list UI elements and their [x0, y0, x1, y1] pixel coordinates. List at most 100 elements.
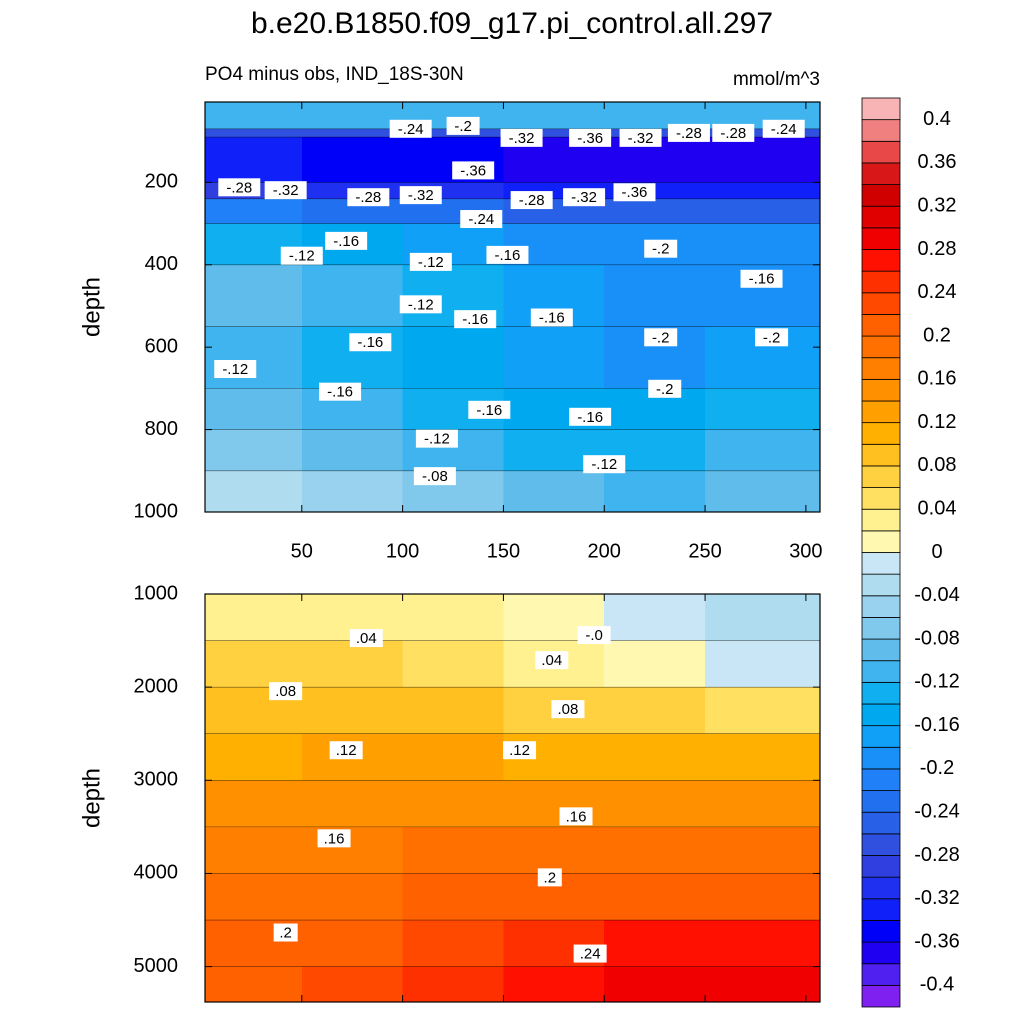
- contour-cell: [205, 137, 303, 183]
- contour-label: -.16: [357, 334, 383, 351]
- contour-cell: [705, 733, 821, 781]
- contour-cell: [705, 826, 821, 874]
- contour-label-box: [264, 181, 307, 200]
- contour-cell: [402, 594, 504, 642]
- contour-label: -.36: [460, 162, 486, 179]
- colorbar-label: -0.04: [914, 584, 960, 606]
- colorbar-box: [861, 660, 901, 683]
- contour-cell: [705, 182, 821, 200]
- contour-cell: [402, 326, 504, 389]
- contour-cell: [301, 128, 404, 138]
- x-tick-label: 150: [487, 540, 520, 562]
- contour-cell: [205, 873, 303, 921]
- contour-label: .16: [566, 808, 587, 825]
- contour-cell: [301, 264, 404, 328]
- contour-label-box: [218, 178, 261, 197]
- colorbar-label: -0.12: [914, 671, 960, 693]
- contour-label: -.12: [418, 254, 444, 271]
- colorbar-box: [861, 314, 901, 337]
- colorbar-box: [861, 811, 901, 835]
- contour-label: -.28: [720, 125, 746, 142]
- contour-cell: [604, 640, 706, 688]
- contour-label: .24: [580, 946, 601, 963]
- colorbar-box: [861, 876, 901, 900]
- colorbar-box: [861, 443, 901, 467]
- colorbar-box: [861, 638, 901, 662]
- contour-cell: [705, 429, 821, 472]
- contour-label-box: [280, 246, 323, 265]
- contour-cell: [402, 780, 504, 828]
- contour-label-box: [569, 407, 612, 426]
- contour-cell: [205, 102, 303, 130]
- colorbar-box: [861, 681, 901, 705]
- colorbar-box: [861, 487, 901, 510]
- plot-frame: [204, 101, 821, 513]
- contour-label-box: [349, 333, 392, 352]
- contour-cell: [402, 873, 504, 921]
- colorbar-box: [861, 249, 901, 272]
- contour-cell: [205, 733, 303, 781]
- colorbar-box: [861, 97, 901, 121]
- contour-label: -.12: [289, 248, 315, 265]
- contour-cell: [205, 264, 303, 328]
- contour-label: -.24: [771, 121, 797, 138]
- contour-cell: [402, 640, 504, 688]
- contour-cell: [604, 966, 706, 1003]
- x-tick-label: 100: [386, 540, 419, 562]
- contour-cell: [604, 920, 706, 968]
- contour-label-box: [569, 128, 612, 147]
- contour-cell: [503, 826, 605, 874]
- contour-label: -.16: [749, 271, 775, 288]
- contour-label: .04: [356, 630, 377, 647]
- colorbar-label: -0.2: [920, 757, 954, 779]
- colorbar-box: [861, 422, 901, 445]
- contour-cell: [503, 470, 605, 513]
- colorbar-label: -0.24: [914, 800, 960, 822]
- colorbar-box: [861, 378, 901, 402]
- contour-label-box: [399, 295, 442, 314]
- contour-cell: [705, 594, 821, 642]
- contour-label-box: [644, 328, 678, 347]
- colorbar-box: [861, 790, 901, 813]
- colorbar-label: 0.28: [918, 238, 957, 260]
- contour-label-box: [399, 186, 442, 205]
- contour-label-box: [269, 682, 303, 701]
- contour-cell: [604, 198, 706, 225]
- colorbar-box: [861, 465, 901, 488]
- contour-label-box: [325, 231, 368, 250]
- contour-cell: [402, 826, 504, 874]
- contour-label: -.2: [656, 381, 674, 398]
- contour-label: -.2: [652, 329, 670, 346]
- contour-cell: [402, 966, 504, 1003]
- contour-cell: [604, 873, 706, 921]
- contour-label-box: [559, 807, 593, 826]
- contour-label: -.16: [476, 402, 502, 419]
- contour-label: -.2: [454, 118, 472, 135]
- contour-cell: [705, 198, 821, 225]
- colorbar-label: 0.16: [918, 368, 957, 390]
- contour-label-box: [530, 308, 573, 327]
- colorbar-box: [861, 595, 901, 618]
- contour-label-box: [667, 123, 710, 142]
- contour-label: -.24: [398, 121, 424, 138]
- contour-cell: [705, 223, 821, 266]
- contour-cell: [705, 780, 821, 828]
- contour-label: -.12: [408, 296, 434, 313]
- contour-cell: [705, 640, 821, 688]
- contour-label-box: [551, 700, 585, 719]
- colorbar-box: [861, 573, 901, 597]
- contour-label: .08: [275, 683, 296, 700]
- contour-label-box: [583, 455, 626, 474]
- contour-label-box: [648, 379, 682, 398]
- contour-label-box: [319, 382, 362, 401]
- contour-label-box: [619, 128, 662, 147]
- units-label: mmol/m^3: [733, 69, 820, 90]
- colorbar-box: [861, 617, 901, 640]
- contour-label-box: [712, 123, 755, 142]
- colorbar-box: [861, 357, 901, 380]
- colorbar-box: [861, 898, 901, 921]
- colorbar-box: [861, 508, 901, 532]
- contour-label-box: [535, 651, 569, 670]
- colorbar-box: [861, 119, 901, 142]
- contour-label: -.16: [577, 409, 603, 426]
